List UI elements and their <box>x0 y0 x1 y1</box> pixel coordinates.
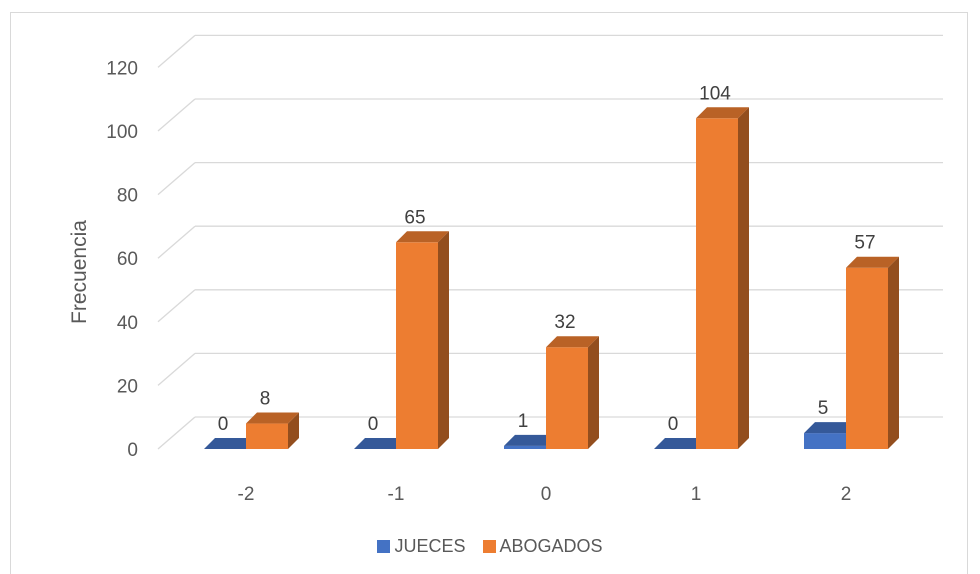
data-label: 8 <box>260 389 271 410</box>
bar-side-face <box>588 336 599 449</box>
x-axis-ticks: -2 -1 0 1 2 <box>238 484 852 505</box>
data-label: 104 <box>699 83 731 104</box>
bar-abogados-0 <box>246 412 299 449</box>
data-labels: 0 8 0 65 1 32 0 104 5 57 <box>218 83 876 435</box>
bar-top-face <box>204 438 257 449</box>
bar-side-face <box>288 412 299 449</box>
bar-top-face <box>696 107 749 119</box>
gridline-depth <box>157 416 196 450</box>
legend-item-jueces: JUECES <box>377 536 465 557</box>
y-axis-title: Frecuencia <box>68 220 91 324</box>
bar-top-face <box>846 256 899 268</box>
bar-jueces-0 <box>204 438 257 449</box>
y-tick-label: 100 <box>106 122 138 143</box>
x-tick-label: 2 <box>841 484 852 505</box>
legend-swatch-abogados <box>482 540 496 553</box>
chart-area <box>10 12 968 574</box>
bar-side-face <box>738 107 749 449</box>
y-tick-label: 40 <box>117 313 138 334</box>
data-label: 65 <box>404 207 425 228</box>
bar-jueces-1 <box>354 438 407 449</box>
legend-label-abogados: ABOGADOS <box>499 536 603 556</box>
bar-front-face <box>504 445 546 449</box>
bar-abogados-1 <box>396 231 449 449</box>
bar-jueces-3 <box>654 438 707 449</box>
y-tick-label: 20 <box>117 376 138 397</box>
bar-side-face <box>438 231 449 449</box>
bar-abogados-3 <box>696 107 749 449</box>
x-tick-label: 0 <box>541 484 552 505</box>
bar-top-face <box>654 438 707 449</box>
data-label: 1 <box>518 411 529 432</box>
data-label: 32 <box>554 312 575 333</box>
bar-top-face <box>804 422 857 434</box>
y-tick-label: 60 <box>117 249 138 270</box>
bar-abogados-2 <box>546 336 599 449</box>
y-tick-label: 80 <box>117 186 138 207</box>
bar-front-face <box>396 242 438 449</box>
y-tick-label: 120 <box>106 58 138 79</box>
bar-front-face <box>696 118 738 449</box>
bars <box>204 107 899 449</box>
bar-top-face <box>246 412 299 424</box>
legend-item-abogados: ABOGADOS <box>482 536 603 557</box>
bar-front-face <box>804 433 846 449</box>
legend-label-jueces: JUECES <box>394 536 466 556</box>
bar-top-face <box>546 336 599 348</box>
gridline-depth <box>157 289 196 323</box>
bar-side-face <box>888 256 899 449</box>
bar-front-face <box>546 347 588 449</box>
gridline-depth <box>157 98 196 132</box>
bar-front-face <box>846 267 888 449</box>
legend-swatch-jueces <box>377 540 391 553</box>
gridline-depth <box>157 225 196 259</box>
gridline-depth <box>157 352 196 386</box>
x-tick-label: -1 <box>388 484 405 505</box>
y-axis-ticks: 0 20 40 60 80 100 120 <box>106 58 138 461</box>
data-label: 0 <box>218 414 229 435</box>
gridline-depth <box>157 162 196 196</box>
bar-top-face <box>354 438 407 449</box>
gridline-depth <box>157 34 196 68</box>
x-tick-label: -2 <box>238 484 255 505</box>
x-tick-label: 1 <box>691 484 702 505</box>
data-label: 5 <box>818 398 829 419</box>
bar-top-face <box>396 231 449 243</box>
data-label: 0 <box>368 414 379 435</box>
data-label: 0 <box>668 414 679 435</box>
legend: JUECES ABOGADOS <box>0 536 980 558</box>
bar-front-face <box>246 423 288 449</box>
bar-abogados-4 <box>846 256 899 449</box>
bar-top-face <box>504 434 557 446</box>
data-label: 57 <box>854 233 875 254</box>
y-tick-label: 0 <box>127 440 138 461</box>
